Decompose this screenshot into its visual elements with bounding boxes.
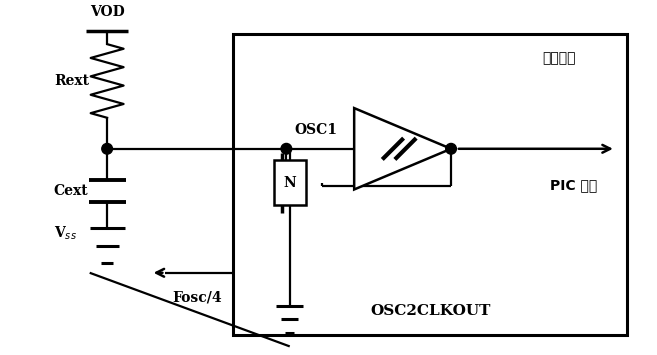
Text: OSC2CLKOUT: OSC2CLKOUT <box>370 304 490 318</box>
Circle shape <box>102 143 112 154</box>
Bar <box>274 160 306 205</box>
Circle shape <box>281 143 292 154</box>
Text: N: N <box>283 176 296 190</box>
Text: V$_{ss}$: V$_{ss}$ <box>54 224 77 242</box>
Text: 内部时钟: 内部时钟 <box>542 52 576 66</box>
Text: Rext: Rext <box>54 74 89 88</box>
Polygon shape <box>354 108 451 190</box>
Text: Cext: Cext <box>54 184 89 198</box>
Text: PIC 系列: PIC 系列 <box>551 179 598 193</box>
Circle shape <box>445 143 457 154</box>
Text: VOD: VOD <box>90 5 125 19</box>
Text: Fosc/4: Fosc/4 <box>172 290 221 304</box>
Text: OSC1: OSC1 <box>294 123 337 137</box>
Bar <box>233 34 627 335</box>
